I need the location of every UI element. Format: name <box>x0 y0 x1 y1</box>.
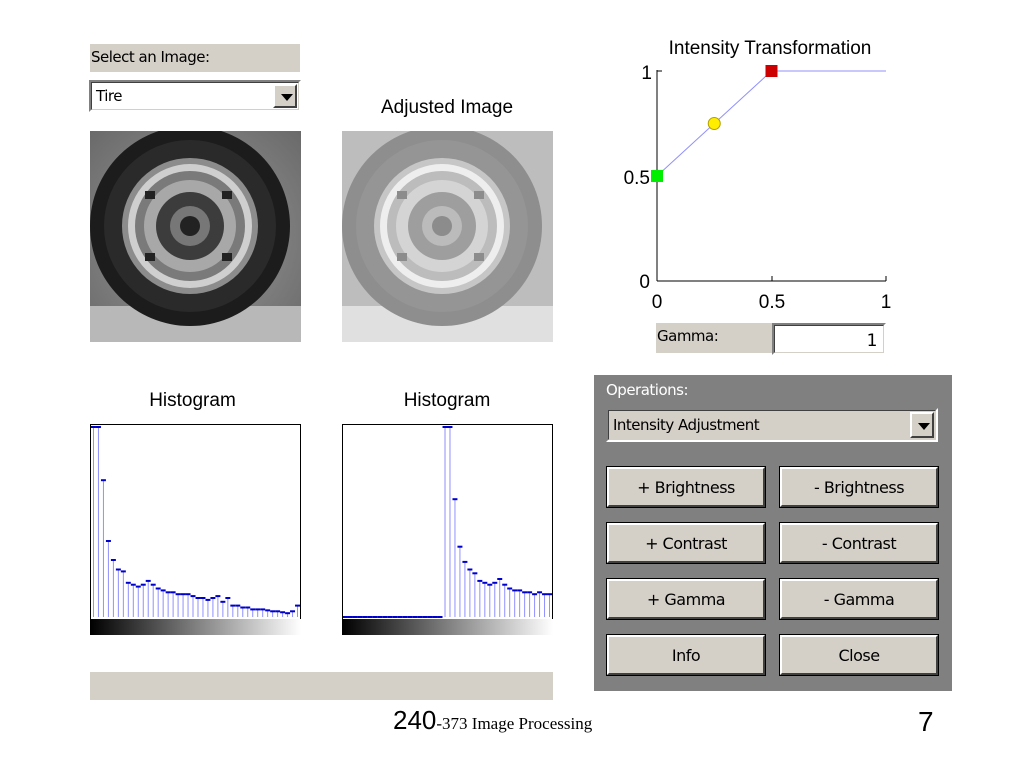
operations-dropdown-button[interactable] <box>910 412 934 438</box>
minus-contrast-button[interactable]: - Contrast <box>779 522 939 564</box>
histogram-adjusted <box>342 424 553 620</box>
histogram-original <box>90 424 301 620</box>
plus-brightness-button[interactable]: + Brightness <box>606 466 766 508</box>
histogram-adjusted-title: Histogram <box>403 390 491 411</box>
footer-course: 240-373 Image Processing <box>393 705 592 736</box>
operations-panel: Operations: Intensity Adjustment + Brigh… <box>594 375 952 691</box>
y-tick-label-1: 1 <box>641 63 652 84</box>
operations-select-dropdown[interactable]: Intensity Adjustment <box>606 408 938 442</box>
x-tick-label-1: 1 <box>881 292 892 313</box>
status-bar <box>90 672 553 700</box>
footer-course-title: -373 Image Processing <box>436 714 593 733</box>
gamma-label: Gamma: <box>657 327 719 345</box>
footer-course-number: 240 <box>393 705 437 735</box>
original-tire-picture <box>90 131 301 342</box>
x-tick-label-0.5: 0.5 <box>759 292 785 313</box>
chevron-down-icon <box>918 423 930 430</box>
control-point-2[interactable] <box>765 65 778 77</box>
histogram-original-intensity-bar <box>90 619 301 635</box>
image-select-dropdown-button[interactable] <box>273 84 297 108</box>
original-image <box>90 131 301 342</box>
control-point-1[interactable] <box>707 117 721 130</box>
image-select-value: Tire <box>96 87 122 105</box>
gamma-value: 1 <box>866 331 878 351</box>
chart-title: Intensity Transformation <box>669 38 872 59</box>
page-number: 7 <box>918 706 934 737</box>
histogram-original-title: Histogram <box>149 390 236 411</box>
y-tick-label-0: 0 <box>639 272 650 293</box>
minus-brightness-button[interactable]: - Brightness <box>779 466 939 508</box>
plus-contrast-button[interactable]: + Contrast <box>606 522 766 564</box>
y-tick-label-0.5: 0.5 <box>624 168 650 189</box>
gamma-input[interactable]: 1 <box>772 323 886 355</box>
adjusted-image <box>342 131 553 342</box>
info-button[interactable]: Info <box>606 634 766 676</box>
close-button[interactable]: Close <box>779 634 939 676</box>
histogram-adjusted-intensity-bar <box>342 619 553 635</box>
control-point-0[interactable] <box>651 170 663 182</box>
select-image-label: Select an Image: <box>91 48 210 66</box>
adjusted-tire-picture <box>342 131 553 342</box>
select-image-label-bar: Select an Image: <box>90 44 300 72</box>
chevron-down-icon <box>281 94 293 101</box>
operations-label: Operations: <box>606 381 689 399</box>
minus-gamma-button[interactable]: - Gamma <box>779 578 939 620</box>
x-tick-label-0: 0 <box>652 292 663 313</box>
image-select-dropdown[interactable]: Tire <box>89 80 301 112</box>
intensity-transformation-chart[interactable]: Intensity Transformation 1 0.5 0 0 0.5 1 <box>600 30 910 320</box>
adjusted-image-title: Adjusted Image <box>380 97 514 118</box>
transformation-curve <box>656 70 886 177</box>
gamma-label-bar: Gamma: <box>656 323 772 353</box>
plus-gamma-button[interactable]: + Gamma <box>606 578 766 620</box>
operations-select-value: Intensity Adjustment <box>613 416 760 434</box>
